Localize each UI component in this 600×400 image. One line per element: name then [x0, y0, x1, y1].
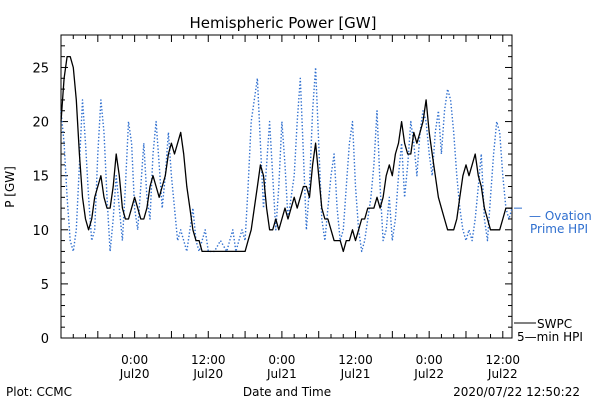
y-tick-label: 0 [41, 332, 49, 347]
legend-ovation-line1: — Ovation [529, 209, 592, 223]
series-layer [60, 55, 513, 253]
y-tick-label: 15 [32, 170, 49, 185]
x-tick-label-time: 0:00 [416, 353, 443, 367]
x-tick-label-date: Jul20 [192, 367, 223, 381]
x-tick-label-time: 12:00 [338, 353, 373, 367]
x-axis-label: Date and Time [243, 385, 331, 399]
legend-swpc-line1: SWPC [537, 317, 572, 331]
y-tick-label: 25 [32, 61, 49, 76]
chart-title: Hemispheric Power [GW] [190, 14, 377, 32]
footer-timestamp: 2020/07/22 12:50:22 [453, 385, 580, 399]
footer-plot-source: Plot: CCMC [6, 385, 72, 399]
x-tick-label-time: 0:00 [121, 353, 148, 367]
y-tick-label: 5 [41, 278, 49, 293]
x-tick-label-date: Jul20 [119, 367, 150, 381]
x-tick-label-date: Jul22 [413, 367, 444, 381]
legend: — Ovation Prime HPI SWPC 5—min HPI [514, 207, 592, 344]
x-axis: 0:00Jul2012:00Jul200:00Jul2112:00Jul210:… [72, 35, 520, 381]
x-tick-label-time: 12:00 [191, 353, 226, 367]
x-tick-label-time: 12:00 [485, 353, 520, 367]
y-tick-label: 10 [32, 224, 49, 239]
legend-ovation-line2: Prime HPI [530, 222, 588, 236]
legend-swpc-line2: 5—min HPI [517, 330, 583, 344]
series-swpc-line [60, 55, 512, 253]
y-axis: 0 5 10 15 20 25 [32, 34, 512, 347]
x-tick-label-time: 0:00 [268, 353, 295, 367]
series-ovation-prime-line [60, 66, 513, 253]
y-tick-label: 20 [32, 116, 49, 131]
x-tick-label-date: Jul22 [487, 367, 518, 381]
y-axis-label: P [GW] [3, 166, 17, 208]
x-tick-label-date: Jul21 [266, 367, 297, 381]
x-tick-label-date: Jul21 [340, 367, 371, 381]
